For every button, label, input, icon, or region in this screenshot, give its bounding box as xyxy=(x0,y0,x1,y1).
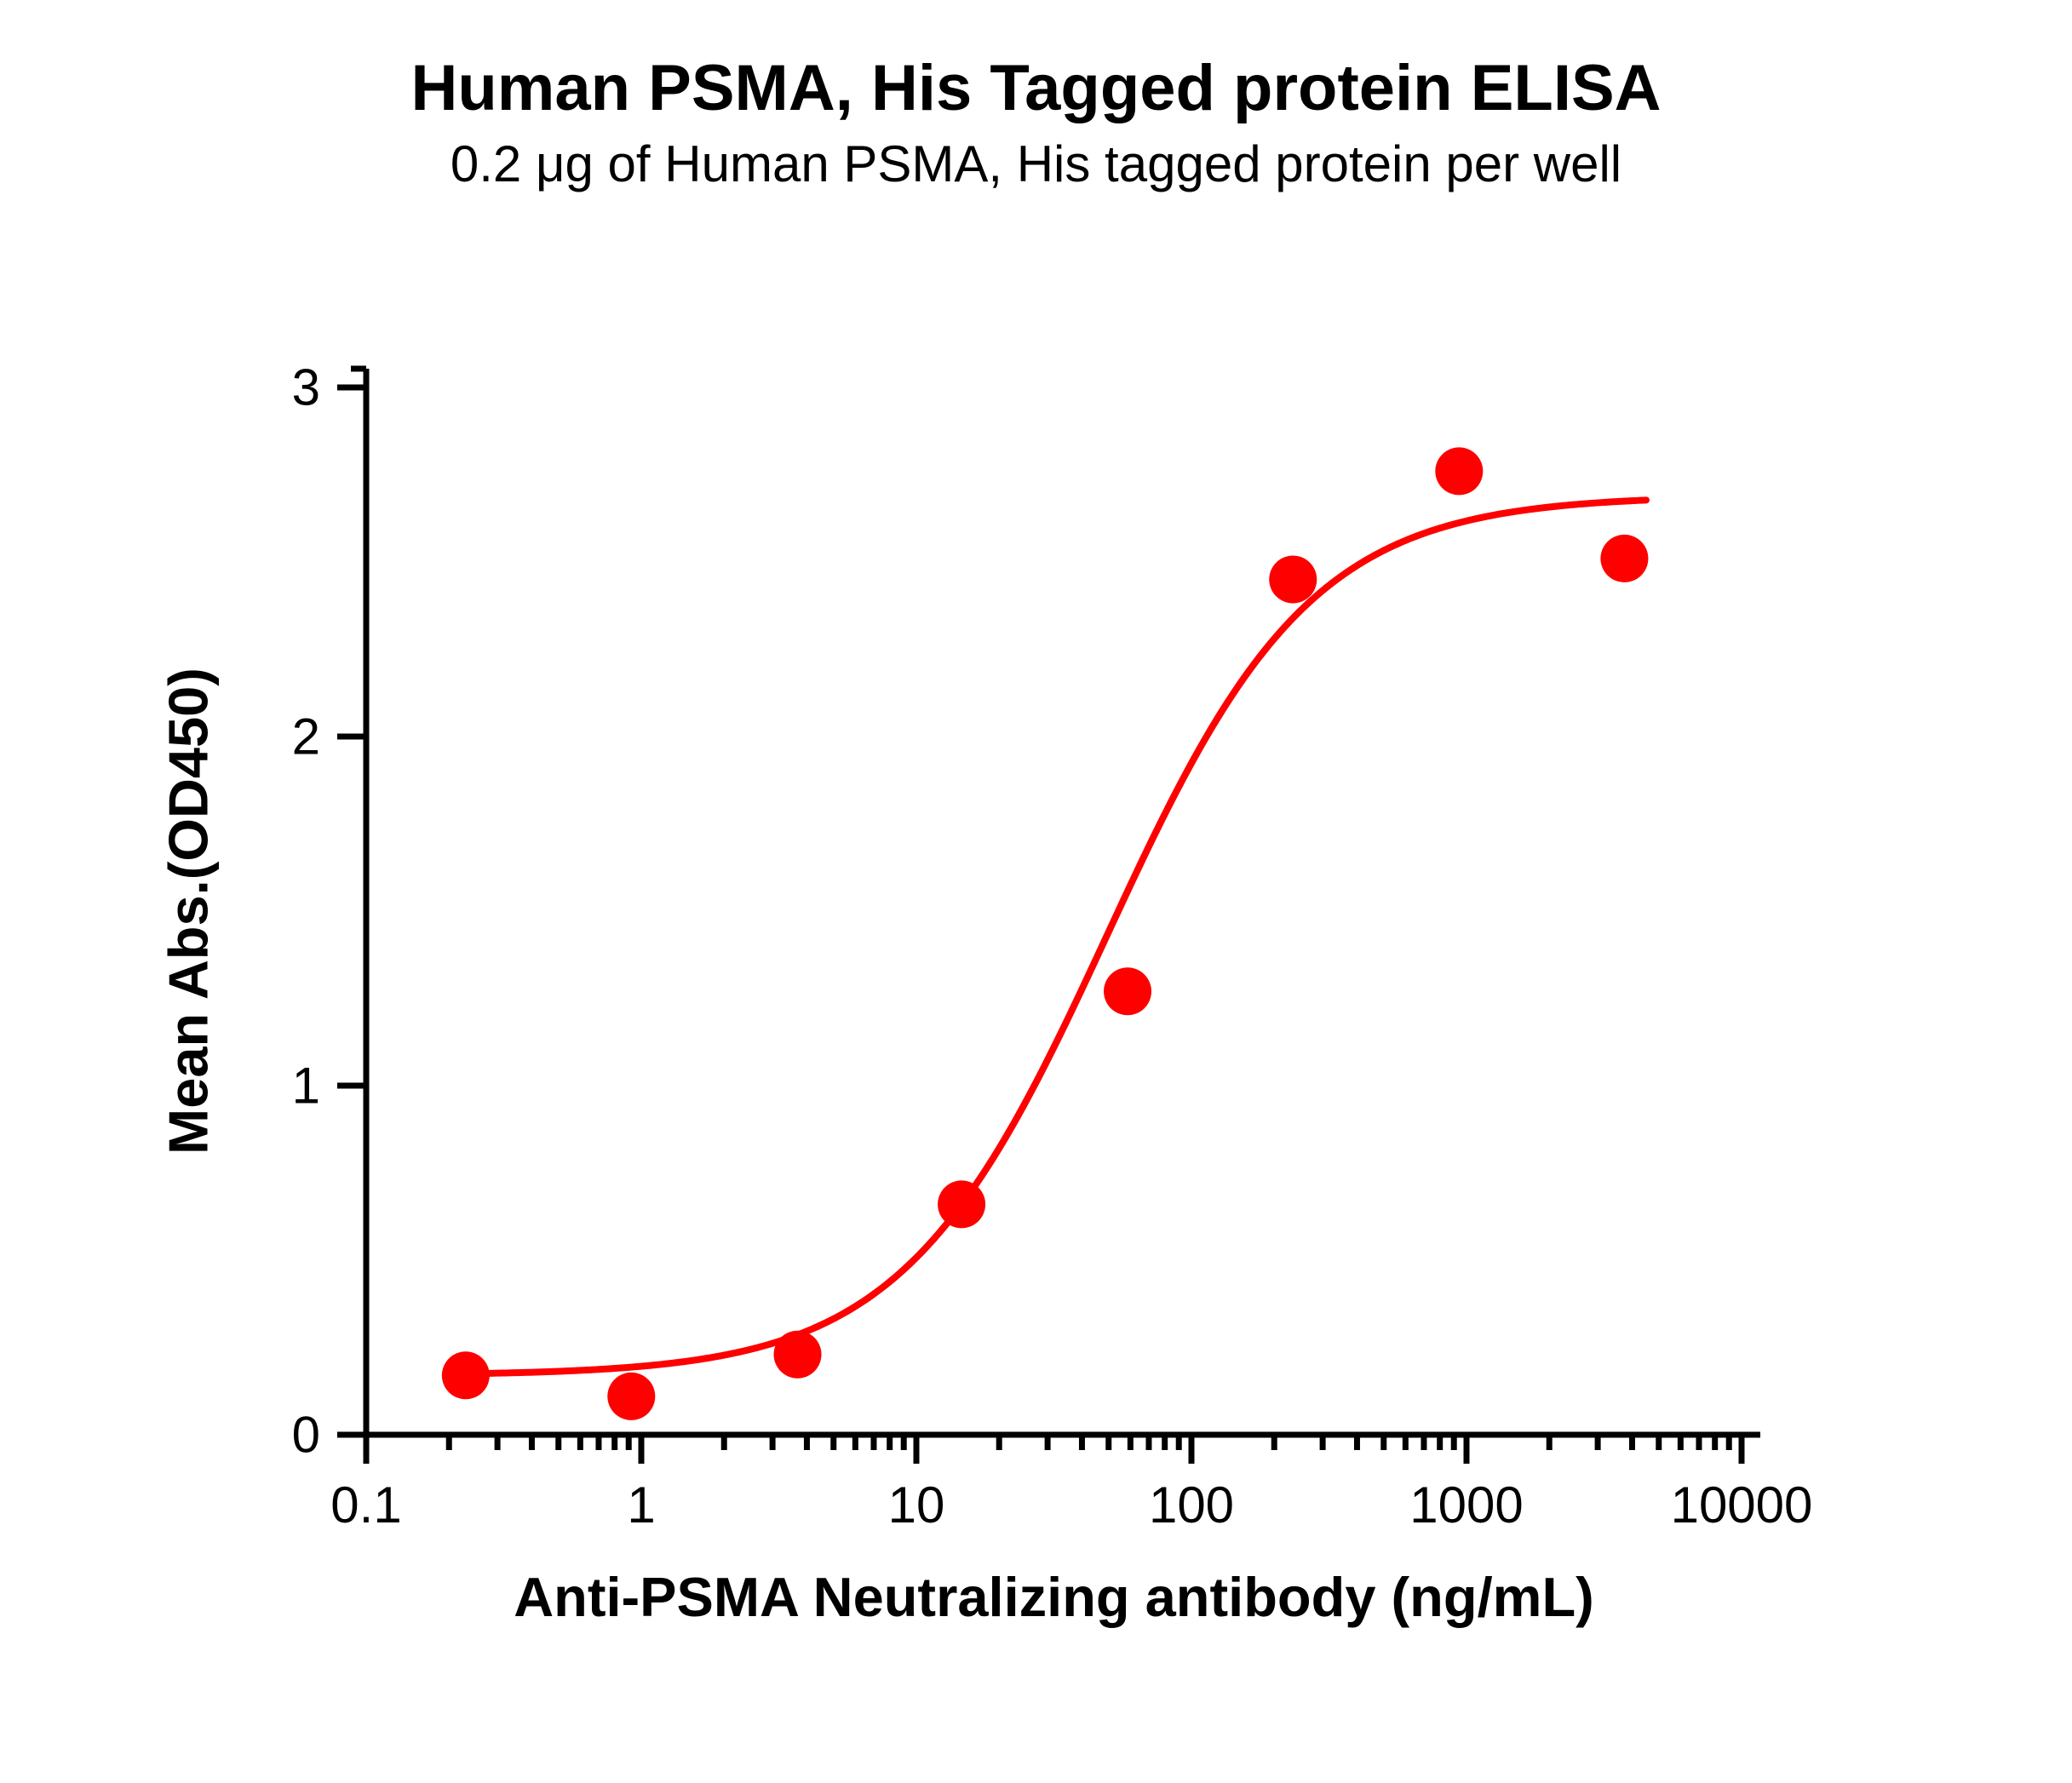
y-tick-label: 3 xyxy=(292,358,320,417)
plot-area xyxy=(366,387,1742,1435)
x-tick-label: 100 xyxy=(1149,1476,1234,1534)
data-point xyxy=(938,1180,985,1228)
data-point xyxy=(1269,556,1317,604)
chart-subtitle-prefix: 0.2 xyxy=(451,135,536,192)
chart-title: Human PSMA, His Tagged protein ELISA xyxy=(0,51,2072,125)
data-point xyxy=(1104,967,1151,1015)
y-tick-label: 0 xyxy=(292,1406,320,1465)
x-tick-label: 10000 xyxy=(1671,1476,1813,1534)
y-axis-label: Mean Abs.(OD450) xyxy=(157,668,221,1155)
chart-subtitle: 0.2 μg of Human PSMA, His tagged protein… xyxy=(0,134,2072,195)
x-tick-label: 1000 xyxy=(1409,1476,1523,1534)
plot-svg xyxy=(366,387,1742,1435)
x-axis-label-text: Anti-PSMA Neutralizing antibody (ng/mL) xyxy=(514,1566,1594,1628)
x-axis-label: Anti-PSMA Neutralizing antibody (ng/mL) xyxy=(514,1565,1594,1629)
y-tick-label: 2 xyxy=(292,708,320,766)
chart-page: { "chart": { "type": "scatter-with-fit",… xyxy=(0,0,2072,1783)
data-point xyxy=(1600,535,1648,582)
x-tick-label: 10 xyxy=(888,1476,945,1534)
chart-subtitle-suffix: g of Human PSMA, His tagged protein per … xyxy=(565,135,1622,192)
data-point xyxy=(442,1351,490,1399)
x-tick-label: 0.1 xyxy=(330,1476,401,1534)
chart-titles: Human PSMA, His Tagged protein ELISA 0.2… xyxy=(0,51,2072,195)
x-tick-label: 1 xyxy=(627,1476,655,1534)
fit-curve xyxy=(449,500,1646,1373)
data-point xyxy=(607,1373,655,1420)
y-tick-label: 1 xyxy=(292,1057,320,1115)
y-axis-label-text: Mean Abs.(OD450) xyxy=(158,668,220,1155)
chart-title-text: Human PSMA, His Tagged protein ELISA xyxy=(410,52,1661,124)
data-point xyxy=(1435,447,1483,495)
data-point xyxy=(774,1331,822,1379)
mu-glyph: μ xyxy=(536,135,565,192)
